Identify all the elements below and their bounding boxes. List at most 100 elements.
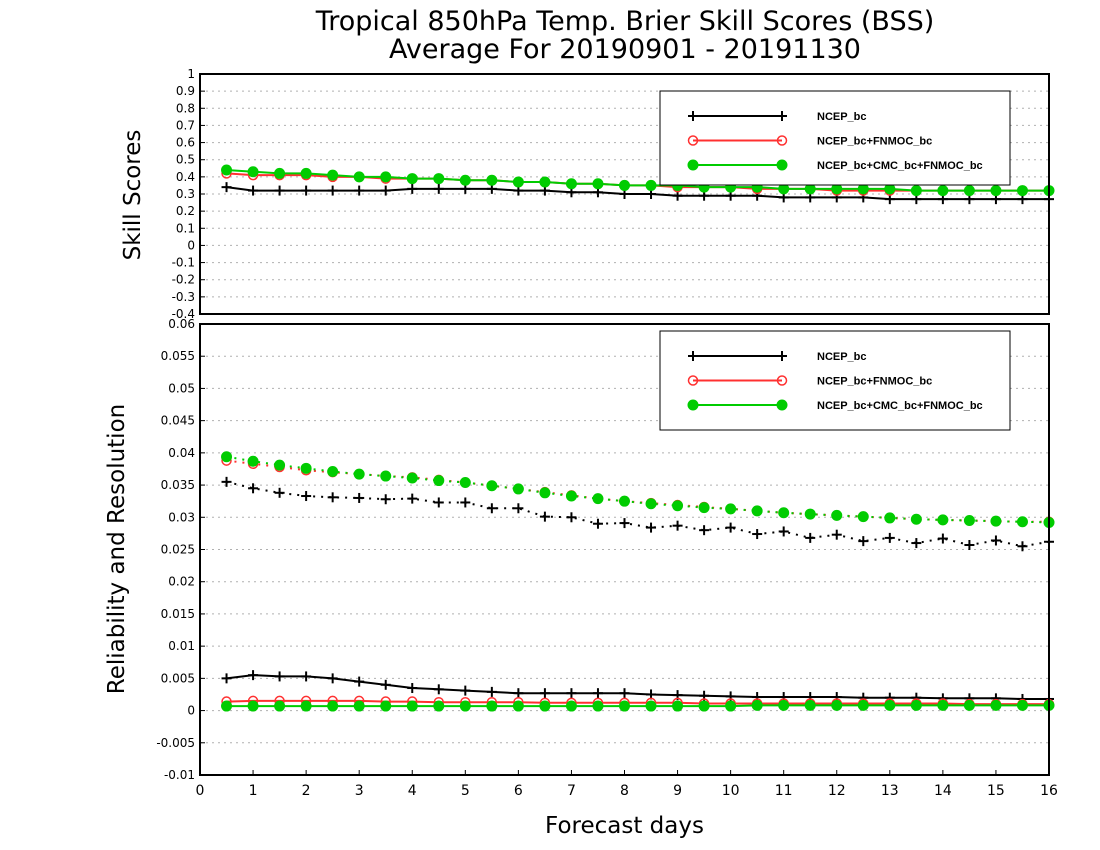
data-point: [672, 520, 683, 531]
y-tick-label: 0.005: [161, 671, 195, 685]
series-resolution-ncep-bc-cmc-bc-fnmoc-bc: [221, 451, 1055, 528]
data-point: [990, 185, 1002, 197]
data-point: [884, 699, 896, 711]
plot-frame: [199, 73, 1050, 315]
data-point: [327, 169, 339, 181]
data-point: [539, 511, 550, 522]
data-point: [433, 183, 444, 194]
legend-marker: [687, 135, 699, 146]
x-tick-label: 2: [302, 783, 311, 799]
data-point: [513, 503, 524, 514]
data-point: [857, 699, 869, 711]
data-point: [354, 676, 365, 687]
x-tick-label: 9: [673, 783, 682, 799]
y-tick-label: -0.4: [172, 307, 195, 321]
data-point: [910, 513, 922, 525]
data-point: [380, 700, 392, 712]
data-point: [433, 700, 445, 712]
y-tick-label: -0.005: [156, 736, 195, 750]
x-tick-label: 11: [775, 783, 793, 799]
data-point: [248, 670, 259, 681]
y-tick-label: 0.03: [168, 510, 195, 524]
y-tick-label: 0.045: [161, 414, 195, 428]
data-point: [380, 494, 391, 505]
y-tick-label: 0.2: [176, 204, 195, 218]
x-tick-label: 10: [722, 783, 740, 799]
data-point: [1017, 541, 1028, 552]
data-point: [274, 459, 286, 471]
data-point: [327, 673, 338, 684]
data-point: [406, 173, 418, 185]
legend: NCEP_bc NCEP_bc+FNMOC_bc NCEP_bc+CMC_bc+FN…: [659, 330, 1011, 431]
legend-marker: [777, 351, 787, 361]
data-point: [433, 173, 445, 185]
legend-marker: [687, 399, 699, 411]
data-point: [963, 185, 975, 197]
x-tick-label: 0: [196, 783, 205, 799]
data-point: [300, 462, 312, 474]
y-tick-label: -0.01: [164, 768, 195, 782]
legend-marker: [777, 111, 787, 121]
data-point: [592, 518, 603, 529]
data-point: [459, 476, 471, 488]
data-point: [805, 532, 816, 543]
x-axis-label: Forecast days: [545, 813, 704, 839]
data-point: [274, 185, 285, 196]
data-point: [1016, 699, 1028, 711]
data-point: [407, 683, 418, 694]
data-point: [619, 495, 630, 507]
data-point: [1016, 185, 1028, 197]
x-tick-label: 3: [355, 783, 364, 799]
y-axis-label: Reliability and Resolution: [104, 404, 130, 694]
data-point: [646, 522, 657, 533]
legend-item: NCEP_bc+CMC_bc+FNMOC_bc: [687, 399, 983, 412]
data-point: [406, 472, 418, 484]
data-point: [380, 185, 391, 196]
x-tick-label: 5: [461, 783, 470, 799]
data-point: [300, 700, 312, 712]
legend-item: NCEP_bc+FNMOC_bc: [687, 135, 932, 148]
data-point: [645, 498, 657, 510]
legend-item: NCEP_bc+CMC_bc+FNMOC_bc: [687, 159, 983, 172]
legend-label: NCEP_bc+CMC_bc+FNMOC_bc: [817, 160, 983, 172]
data-point: [804, 508, 816, 520]
y-tick-label: 0.02: [168, 575, 195, 589]
legend-marker: [687, 159, 699, 171]
x-tick-label: 14: [934, 783, 952, 799]
reliability-resolution-panel: 0.060.0550.050.0450.040.0350.030.0250.02…: [104, 317, 1058, 839]
data-point: [221, 700, 233, 712]
data-point: [910, 185, 922, 197]
data-point: [486, 686, 497, 697]
y-tick-label: 0: [187, 704, 195, 718]
data-point: [645, 700, 657, 712]
data-point: [592, 178, 604, 190]
data-point: [539, 700, 551, 712]
data-point: [301, 491, 312, 502]
data-point: [539, 487, 551, 499]
data-point: [327, 466, 339, 478]
data-point: [937, 185, 949, 197]
x-tick-label: 12: [828, 783, 846, 799]
data-point: [619, 688, 630, 699]
y-tick-label: 0.5: [176, 153, 195, 167]
data-point: [539, 176, 551, 188]
data-point: [566, 512, 577, 523]
data-point: [407, 183, 418, 194]
data-point: [433, 684, 444, 695]
y-tick-label: -0.1: [172, 256, 195, 270]
y-tick-label: 0.055: [161, 349, 195, 363]
data-point: [380, 470, 392, 482]
data-point: [910, 699, 922, 711]
y-tick-label: 0.1: [176, 221, 195, 235]
legend-item: NCEP_bc: [688, 351, 867, 363]
data-point: [512, 700, 524, 712]
data-point: [407, 493, 418, 504]
data-point: [353, 468, 365, 480]
data-point: [990, 515, 1002, 527]
y-tick-label: 0.04: [168, 446, 195, 460]
data-point: [539, 688, 550, 699]
data-point: [380, 679, 391, 690]
x-tick-label: 1: [249, 783, 258, 799]
data-point: [645, 179, 657, 191]
data-point: [221, 451, 233, 463]
